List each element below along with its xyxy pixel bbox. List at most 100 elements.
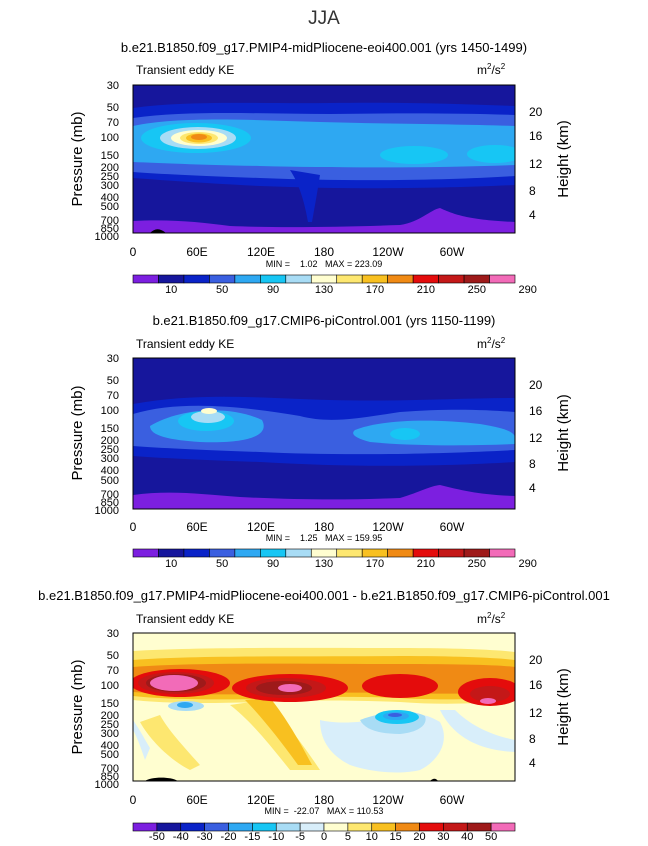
x-tick-label: 120E	[247, 245, 275, 259]
contour-band	[278, 684, 302, 692]
colorbar-label: 250	[468, 284, 486, 296]
colorbar-swatch	[183, 548, 210, 558]
x-tick-label: 60W	[440, 793, 465, 807]
y2-ticks: 20 16 12 8 4	[529, 105, 543, 222]
colorbar-swatch	[204, 822, 229, 832]
y-tick-label: 300	[101, 453, 119, 465]
panel-title: b.e21.B1850.f09_g17.CMIP6-piControl.001 …	[153, 313, 496, 328]
contour-band	[353, 420, 515, 446]
colorbar-swatch	[252, 822, 277, 832]
y2-axis-label: Height (km)	[555, 394, 572, 472]
colorbar-swatch	[285, 548, 312, 558]
contour-field	[133, 633, 515, 781]
contour-band	[245, 698, 312, 765]
y-tick-label: 1000	[95, 505, 119, 517]
contour-band	[440, 710, 515, 752]
min-max-stats: MIN = -22.07 MAX = 110.53	[265, 806, 384, 816]
x-tick-label: 120W	[372, 520, 404, 534]
x-tick-label: 60E	[186, 245, 207, 259]
colorbar-label: 50	[216, 558, 228, 570]
colorbar-label: -10	[268, 831, 284, 843]
x-tick-label: 0	[130, 793, 137, 807]
x-ticks: 0 60E 120E 180 120W 60W	[130, 245, 465, 259]
y-axis-label: Pressure (mb)	[69, 385, 86, 480]
colorbar-swatch	[180, 822, 205, 832]
colorbar-swatch	[310, 548, 338, 558]
y-tick-label: 850	[101, 497, 119, 509]
field-label: Transient eddy KE	[136, 612, 234, 626]
y-tick-label: 30	[107, 628, 119, 640]
colorbar-label: 130	[315, 284, 333, 296]
y-tick-label: 200	[101, 162, 119, 174]
colorbar-swatch	[395, 822, 420, 832]
y-tick-label: 850	[101, 771, 119, 783]
units-label: m2/s2	[477, 62, 506, 77]
colorbar-swatch	[156, 822, 182, 832]
y-tick-label: 700	[101, 215, 119, 227]
colorbar-swatch	[260, 548, 287, 558]
colorbar: 10 50 90 130 170 210 250 290	[132, 274, 537, 296]
y2-axis-label: Height (km)	[555, 668, 572, 746]
y2-tick-label: 8	[529, 184, 536, 198]
y2-tick-label: 20	[529, 378, 543, 392]
colorbar-swatch	[228, 822, 253, 832]
colorbar: -50 -40 -30 -20 -15 -10 -5 0 5 10 15 20 30 40 50	[132, 822, 516, 843]
y2-tick-label: 4	[529, 208, 536, 222]
panel-title: b.e21.B1850.f09_g17.PMIP4-midPliocene-eo…	[38, 588, 610, 603]
x-tick-label: 120W	[372, 793, 404, 807]
panel-midpliocene: b.e21.B1850.f09_g17.PMIP4-midPliocene-eo…	[69, 40, 572, 296]
contour-field	[133, 85, 515, 233]
colorbar-swatch	[361, 548, 388, 558]
colorbar-swatch	[489, 548, 516, 558]
contour-band	[380, 146, 448, 164]
colorbar-label: 290	[519, 558, 537, 570]
y2-tick-label: 12	[529, 431, 543, 445]
colorbar-label: 250	[468, 558, 486, 570]
contour-band	[177, 702, 193, 708]
colorbar-swatch	[412, 548, 439, 558]
plot-frame	[132, 632, 516, 782]
x-tick-label: 120E	[247, 793, 275, 807]
colorbar-swatch	[132, 822, 158, 832]
y-tick-label: 30	[107, 80, 119, 92]
colorbar-swatch	[438, 274, 465, 284]
y-tick-label: 200	[101, 435, 119, 447]
y2-axis-label: Height (km)	[555, 120, 572, 198]
y-tick-label: 700	[101, 489, 119, 501]
panel-difference: b.e21.B1850.f09_g17.PMIP4-midPliocene-eo…	[38, 588, 610, 843]
contour-band	[150, 675, 198, 691]
colorbar-swatch	[285, 274, 312, 284]
colorbar-swatch	[371, 822, 396, 832]
y-tick-label: 250	[101, 171, 119, 183]
y2-tick-label: 16	[529, 129, 543, 143]
y-tick-label: 250	[101, 444, 119, 456]
colorbar-label: 170	[366, 558, 384, 570]
y2-tick-label: 4	[529, 756, 536, 770]
colorbar-label: -30	[197, 831, 213, 843]
contour-band	[467, 145, 515, 163]
colorbar-swatch	[463, 548, 490, 558]
x-tick-label: 180	[314, 245, 334, 259]
colorbar-swatch	[387, 548, 414, 558]
contour-band	[191, 411, 225, 423]
x-tick-label: 60W	[440, 520, 465, 534]
min-max-stats: MIN = 1.25 MAX = 159.95	[266, 533, 383, 543]
plot-frame	[132, 84, 516, 234]
colorbar-swatch	[132, 548, 159, 558]
colorbar: 10 50 90 130 170 210 250 290	[132, 548, 537, 570]
x-tick-label: 0	[130, 245, 137, 259]
colorbar-swatch	[387, 274, 414, 284]
y-ticks: 30 50 70 100 150 200 250 300 400 500 700…	[95, 80, 119, 243]
field-label: Transient eddy KE	[136, 337, 234, 351]
y2-tick-label: 20	[529, 105, 543, 119]
colorbar-swatch	[336, 274, 363, 284]
colorbar-swatch	[209, 274, 236, 284]
y2-tick-label: 8	[529, 732, 536, 746]
colorbar-swatch	[419, 822, 444, 832]
colorbar-swatch	[299, 822, 325, 832]
colorbar-label: 290	[519, 284, 537, 296]
y-tick-label: 700	[101, 763, 119, 775]
colorbar-label: 10	[366, 831, 378, 843]
colorbar-swatch	[323, 822, 349, 832]
y-tick-label: 500	[101, 475, 119, 487]
